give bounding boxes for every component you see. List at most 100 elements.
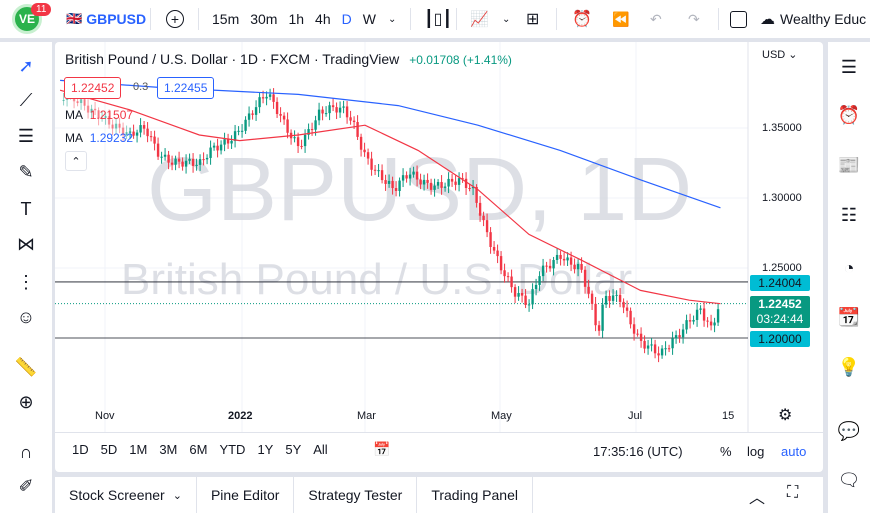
measure-icon[interactable]: ⋮ [17,271,35,292]
log-toggle[interactable]: log [747,444,765,459]
candle-body [401,175,405,181]
date-range-icon[interactable]: 📅 [373,441,391,457]
text-icon[interactable]: T [20,198,32,219]
interval-W[interactable]: W [362,11,376,27]
candle-body [219,144,223,151]
zoom-in-icon[interactable]: ⊕ [18,391,34,412]
collapse-legend-button[interactable]: ⌃ [65,151,87,171]
candle-body [307,129,310,135]
chevron-down-icon[interactable]: ⌄ [502,13,511,25]
candle-body [391,180,394,189]
sell-button[interactable]: 1.22452 [64,77,122,99]
interval-30m[interactable]: 30m [250,11,278,27]
candle-body [338,107,342,113]
settings-gear-icon[interactable]: ⚙ [778,407,793,424]
ruler-icon[interactable]: 📏 [14,356,38,377]
brush-icon[interactable]: ✎ [18,161,34,182]
tab-strategy-tester[interactable]: Strategy Tester [294,477,418,513]
period-3m[interactable]: 3M [159,442,178,457]
candle-body [303,134,307,147]
calendar-icon[interactable]: 📆 [837,306,861,327]
undo-icon[interactable]: ↶ [650,10,662,27]
candle-body [356,122,359,137]
candle-body [118,123,121,128]
candle-body [132,131,135,136]
lightbulb-icon[interactable]: 💡 [837,356,861,377]
period-5d[interactable]: 5D [100,442,118,457]
maximize-panel-icon[interactable]: ⛶ [787,484,799,501]
news-icon[interactable]: 📰 [837,154,861,175]
interval-15m[interactable]: 15m [212,11,240,27]
candle-body [415,171,419,180]
period-5y[interactable]: 5Y [285,442,302,457]
messages-icon[interactable]: 🗨 [837,469,861,490]
chevron-down-icon: ⌄ [172,489,182,502]
pattern-icon[interactable]: ⋈ [17,233,35,254]
buy-button[interactable]: 1.22455 [157,77,215,99]
user-avatar[interactable]: VE 11 [12,0,52,38]
candle-body [86,105,90,113]
trend-line-icon[interactable]: ⟋ [19,89,33,110]
candle-body [485,220,489,233]
price-chart[interactable]: GBPUSD, 1D British Pound / U.S. Dollar [55,42,823,472]
candle-body [300,146,303,148]
pie-chart-icon[interactable]: ◔ [843,257,855,278]
price-change: +0.01708 (+1.41%) [409,53,512,67]
chart-panel: GBPUSD, 1D British Pound / U.S. Dollar B… [55,42,823,472]
candle-body [503,270,506,277]
candle-body [667,348,671,350]
chevron-down-icon[interactable]: ⌄ [388,13,397,25]
period-1y[interactable]: 1Y [257,442,274,457]
ma-slow-legend[interactable]: MA 1.29232 [65,131,134,145]
ideas-list-icon[interactable]: ☷ [840,204,858,225]
magnet-icon[interactable]: ∩ [19,441,33,462]
symbol-search[interactable]: 🇬🇧 GBPUSD [66,0,146,38]
ma-fast-legend[interactable]: MA 1.21507 [65,108,134,122]
candles-icon[interactable]: ┃▯┃ [424,11,453,28]
save-layout-button[interactable]: ☁ Wealthy Educ [760,0,866,38]
layouts-icon[interactable]: ⊞ [526,11,540,28]
percent-toggle[interactable]: % [720,444,732,459]
interval-4h[interactable]: 4h [315,11,331,27]
fullscreen-square-icon[interactable] [730,0,747,38]
tab-stock-screener[interactable]: Stock Screener ⌄ [55,477,197,513]
candle-body [188,158,191,161]
candle-body [83,99,86,106]
candle-body [191,158,195,166]
lock-pencil-icon[interactable]: ✐ [18,475,34,496]
replay-icon[interactable]: ⏪ [612,10,630,27]
cursor-icon[interactable]: ➚ [18,55,34,76]
indicators-icon[interactable]: 📈 [470,11,489,28]
period-all[interactable]: All [313,442,328,457]
emoji-icon[interactable]: ☺ [16,306,36,327]
candle-body [664,348,667,350]
candle-body [398,180,401,191]
candle-body [212,145,216,148]
chat-icon[interactable]: 💬 [837,420,861,441]
time-tick: Nov [95,410,115,422]
currency-selector[interactable]: USD ⌄ [762,49,798,61]
alarm-clock-icon[interactable]: ⏰ [837,104,861,125]
redo-icon[interactable]: ↷ [688,10,700,27]
candle-body [205,157,209,160]
tab-trading-panel[interactable]: Trading Panel [417,477,533,513]
tab-pine-editor[interactable]: Pine Editor [197,477,295,513]
period-ytd[interactable]: YTD [219,442,246,457]
alert-icon[interactable]: ⏰ [572,11,592,28]
watchlist-icon[interactable]: ☰ [840,56,858,77]
period-6m[interactable]: 6M [189,442,208,457]
period-1d[interactable]: 1D [72,442,89,457]
time-tick: Mar [357,410,376,422]
interval-1h[interactable]: 1h [288,11,305,27]
utc-clock[interactable]: 17:35:16 (UTC) [593,444,683,459]
compare-add-icon[interactable]: + [166,0,184,38]
candle-body [394,188,398,191]
candle-body [237,130,240,132]
interval-D[interactable]: D [341,11,352,27]
period-1m[interactable]: 1M [129,442,148,457]
candle-body [569,257,573,265]
auto-toggle[interactable]: auto [781,444,807,459]
fib-icon[interactable]: ☰ [17,125,35,146]
collapse-panel-icon[interactable]: ︿ [749,490,766,507]
candle-body [709,321,713,326]
